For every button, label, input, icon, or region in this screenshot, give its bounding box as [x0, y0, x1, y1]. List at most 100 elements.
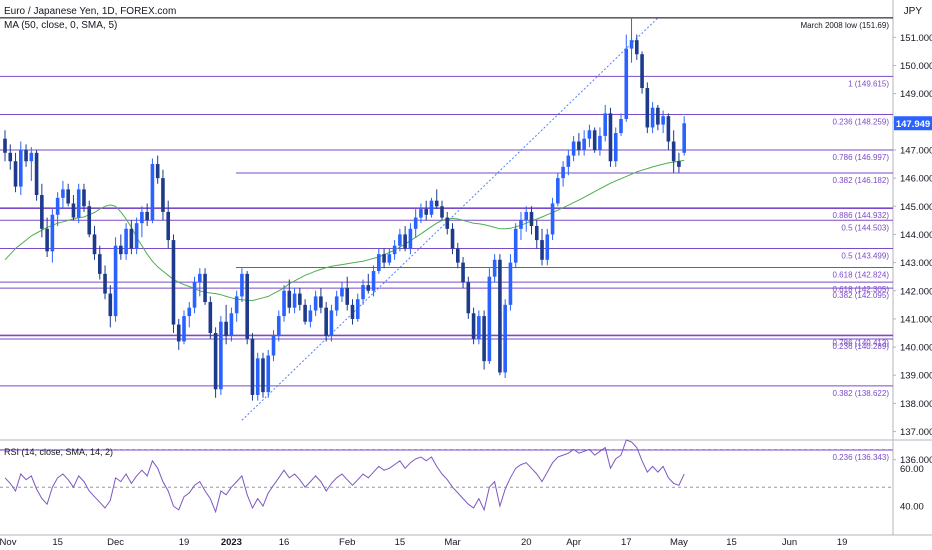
level-label: 0.618 (142.305) — [833, 285, 890, 294]
candle — [466, 276, 471, 319]
candle-body — [119, 245, 123, 255]
candle-body — [471, 313, 476, 339]
candle-body — [129, 228, 134, 249]
candle-body — [324, 307, 328, 336]
time-tick-label: May — [670, 537, 688, 548]
candle — [671, 130, 676, 173]
price-tick-label: 138.000 — [900, 399, 932, 410]
time-tick-label: Jun — [782, 537, 797, 548]
candle — [66, 183, 70, 207]
candle-body — [519, 220, 523, 229]
candle-body — [198, 273, 202, 283]
candle-body — [208, 302, 213, 333]
price-tick-label: 137.000 — [900, 427, 932, 438]
candle-body — [461, 262, 465, 283]
candle-body — [450, 228, 455, 249]
candle — [366, 273, 371, 294]
candle — [440, 200, 444, 221]
candle — [255, 352, 260, 401]
candle-body — [487, 276, 492, 362]
candle-body — [534, 226, 539, 241]
candle-body — [261, 358, 265, 393]
candle — [140, 206, 144, 238]
price-tick-label: 144.000 — [900, 230, 932, 241]
time-tick-label: Feb — [339, 537, 355, 548]
candle-body — [556, 178, 560, 204]
candle-body — [582, 138, 586, 150]
candle — [413, 209, 418, 238]
candle-body — [329, 310, 334, 336]
candle-body — [71, 203, 76, 218]
candle-body — [240, 273, 244, 297]
candle — [587, 124, 592, 148]
candle-body — [45, 228, 49, 252]
candle — [492, 254, 497, 283]
candle — [166, 200, 171, 249]
time-tick-label: 15 — [395, 537, 406, 548]
candle — [282, 285, 286, 322]
candle — [76, 183, 81, 224]
candle-body — [161, 178, 165, 212]
current-price-label: 147.949 — [896, 119, 930, 130]
candle — [450, 223, 455, 255]
candle — [313, 290, 318, 317]
candle — [471, 307, 476, 345]
price-tick-label: 145.000 — [900, 202, 932, 213]
candle — [113, 237, 118, 322]
candle-body — [213, 333, 218, 390]
candle-body — [176, 324, 181, 342]
candle — [455, 242, 460, 269]
candle-body — [361, 285, 365, 300]
ma-legend: MA (50, close, 0, SMA, 5) — [4, 20, 118, 31]
candle — [276, 310, 281, 342]
candle-body — [508, 262, 513, 305]
time-tick-label: Nov — [0, 537, 17, 548]
time-tick-label: Mar — [444, 537, 460, 548]
candle — [155, 155, 160, 184]
level-label: 0.5 (143.499) — [841, 252, 889, 261]
candle — [635, 34, 639, 60]
candle-body — [403, 234, 407, 249]
candle-body — [366, 285, 371, 291]
candle — [308, 304, 313, 328]
candle-body — [545, 234, 550, 260]
candle-body — [550, 203, 555, 235]
level-label: 0.382 (146.182) — [833, 176, 890, 185]
candle — [550, 197, 555, 241]
candle-body — [298, 293, 302, 305]
candle-body — [619, 119, 623, 134]
candle-body — [219, 321, 223, 390]
time-axis[interactable]: Nov 15 Dec 19 2023 16 Feb 15 Mar 20 Apr 17 May 15 Jun 1… — [0, 537, 847, 548]
candle-body — [61, 189, 65, 198]
candle-body — [424, 209, 428, 215]
candle-body — [40, 195, 44, 229]
candle — [287, 279, 292, 314]
candle-body — [613, 133, 618, 162]
candle — [598, 127, 602, 156]
price-axis[interactable]: 136.000 137.000 138.000 139.000 140.000 141.0… — [893, 33, 932, 513]
price-tick-label: 142.000 — [900, 286, 932, 297]
candle-body — [166, 211, 171, 241]
time-tick-label: 19 — [837, 537, 848, 548]
symbol-title: Euro / Japanese Yen, 1D, FOREX.com — [4, 6, 177, 17]
candle-body — [666, 116, 671, 142]
candle — [392, 240, 397, 260]
time-tick-label: 20 — [521, 537, 532, 548]
candle — [292, 287, 297, 314]
candle-body — [398, 234, 402, 246]
candle-body — [334, 296, 339, 311]
candle — [498, 254, 502, 376]
candle — [577, 133, 581, 156]
candle — [18, 141, 23, 196]
price-tick-label: 141.000 — [900, 314, 932, 325]
level-label: 0.786 (146.997) — [833, 153, 890, 162]
candle — [424, 200, 428, 221]
candle — [213, 327, 218, 398]
candle — [203, 268, 207, 305]
candle-body — [540, 240, 544, 260]
candle-body — [203, 273, 207, 303]
candle — [298, 287, 302, 311]
candle — [503, 299, 507, 379]
candle-body — [587, 130, 592, 139]
